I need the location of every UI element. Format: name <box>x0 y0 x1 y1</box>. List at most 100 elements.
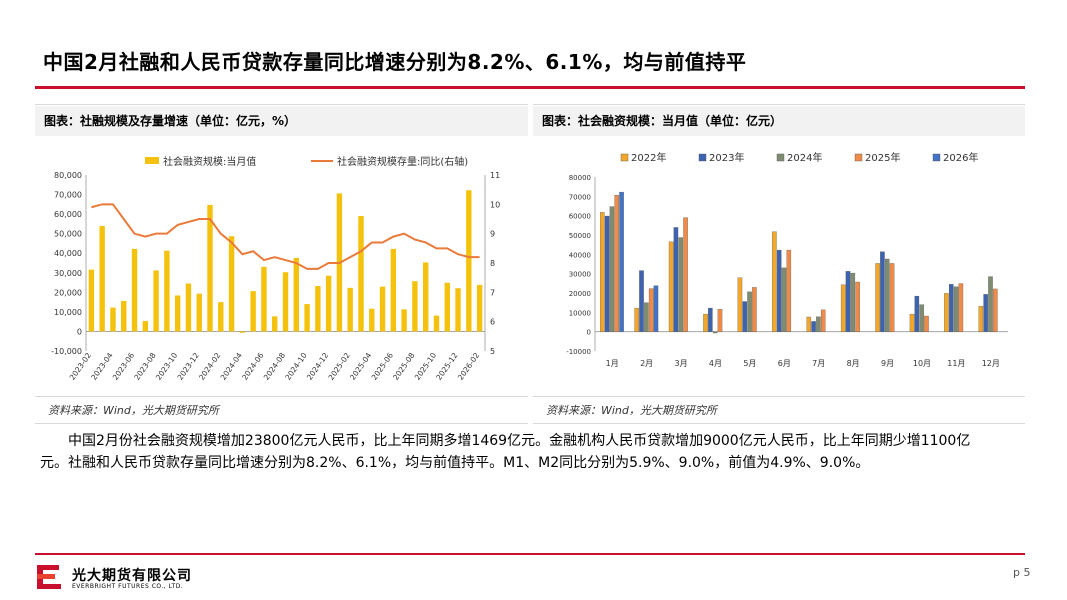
bar-1月-2024年 <box>609 206 615 332</box>
bar-2月-2025年 <box>648 288 654 332</box>
bar-10月-2025年 <box>924 315 929 332</box>
bar-11月-2024年 <box>953 286 959 332</box>
bar-8月-2023年 <box>845 271 851 332</box>
left-panel-heading: 图表：社融规模及存量增速（单位：亿元，%） <box>35 106 528 136</box>
x-tick-label: 9月 <box>881 359 894 368</box>
everbright-logo-icon <box>35 563 63 591</box>
x-tick-label: 12月 <box>982 359 1000 368</box>
bar-2023-09 <box>164 250 170 332</box>
legend-swatch-2024年 <box>776 153 785 162</box>
bar-11月-2023年 <box>948 284 954 332</box>
y-tick-label: 10000 <box>569 309 591 317</box>
legend-label-2023年: 2023年 <box>709 151 744 164</box>
summary-line-2: 元。社融和人民币贷款存量同比增速分别为8.2%、6.1%，均与前值持平。M1、M… <box>40 455 870 471</box>
bar-11月-2025年 <box>958 283 964 332</box>
bar-2023-08 <box>153 270 159 332</box>
bar-3月-2024年 <box>678 237 684 332</box>
bar-2023-03 <box>99 226 105 332</box>
bar-4月-2025年 <box>717 309 723 332</box>
bar-1月-2025年 <box>614 195 619 332</box>
bar-1月-2022年 <box>600 212 605 332</box>
legend-swatch-2026年 <box>932 153 941 162</box>
bar-5月-2024年 <box>747 291 752 332</box>
right-y-tick-label: 6 <box>490 318 495 327</box>
bar-10月-2023年 <box>914 295 920 332</box>
bar-2025-06 <box>390 248 397 332</box>
bar-2025-09 <box>422 262 429 332</box>
y-tick-label: 70000 <box>569 193 591 201</box>
right-panel-bottom-rule <box>533 423 1025 424</box>
y-tick-label: 20000 <box>569 290 591 298</box>
bar-7月-2022年 <box>806 316 812 332</box>
summary-paragraph: 中国2月份社会融资规模增加23800亿元人民币，比上年同期多增1469亿元。金融… <box>40 430 1030 474</box>
bar-4月-2024年 <box>712 331 718 334</box>
x-tick-label: 6月 <box>778 359 791 368</box>
summary-line-1: 中国2月份社会融资规模增加23800亿元人民币，比上年同期多增1469亿元。金融… <box>68 433 971 449</box>
company-name-en: EVERBRIGHT FUTURES CO., LTD. <box>72 583 184 590</box>
bar-5月-2022年 <box>737 277 743 332</box>
bar-1月-2026年 <box>619 191 624 332</box>
bar-6月-2024年 <box>781 267 787 332</box>
legend-swatch-2022年 <box>620 153 629 162</box>
bar-2月-2024年 <box>644 302 649 332</box>
right-y-tick-label: 10 <box>490 200 500 209</box>
right-y-tick-label: 5 <box>490 347 495 356</box>
x-tick-label: 11月 <box>947 359 965 368</box>
bar-2024-08 <box>282 272 289 332</box>
bar-2025-07 <box>401 309 407 332</box>
page-number: p 5 <box>1013 566 1031 579</box>
bar-2025-03 <box>358 216 364 332</box>
bar-2024-12 <box>325 275 332 332</box>
page-title: 中国2月社融和人民币贷款存量同比增速分别为8.2%、6.1%，均与前值持平 <box>43 50 747 74</box>
bar-8月-2024年 <box>850 272 856 332</box>
right-panel-top-rule <box>533 104 1025 105</box>
bar-2023-07 <box>142 321 149 332</box>
y-tick-label: 80000 <box>569 174 591 182</box>
left-y-tick-label: 0 <box>77 327 82 336</box>
right-panel-source: 资料来源：Wind，光大期货研究所 <box>546 404 717 417</box>
x-tick-label: 5月 <box>743 359 756 368</box>
bar-2025-11 <box>444 282 450 332</box>
x-tick-label: 4月 <box>709 359 722 368</box>
bar-12月-2025年 <box>993 288 998 332</box>
bar-9月-2022年 <box>875 263 880 332</box>
legend-label-2026年: 2026年 <box>943 151 978 164</box>
bar-2023-06 <box>131 248 138 332</box>
bar-2023-05 <box>121 300 127 332</box>
bar-2025-05 <box>379 286 386 332</box>
company-name-cn: 光大期货有限公司 <box>72 568 192 584</box>
legend-label-2022年: 2022年 <box>631 151 666 164</box>
social-financing-combo-chart: 社会融资规模:当月值 社会融资规模存量:同比(右轴) -10,000 0 10,000 2… <box>51 155 500 382</box>
y-tick-label: 40000 <box>569 251 591 259</box>
bar-12月-2023年 <box>983 294 988 332</box>
bar-2023-12 <box>196 293 202 332</box>
bar-9月-2023年 <box>880 251 885 332</box>
left-panel-source-rule <box>35 396 528 397</box>
x-tick-label: 2026-02 <box>456 351 481 382</box>
bar-1月-2023年 <box>604 215 610 332</box>
bar-2024-02 <box>218 302 224 332</box>
x-tick-label: 8月 <box>847 359 860 368</box>
legend-label-bars: 社会融资规模:当月值 <box>163 155 256 168</box>
left-y-tick-label: 20,000 <box>54 288 82 297</box>
bar-11月-2022年 <box>944 293 949 332</box>
y-tick-label: -10000 <box>566 348 591 356</box>
bar-2024-09 <box>293 257 299 332</box>
legend-swatch-2023年 <box>698 153 707 162</box>
bar-10月-2022年 <box>909 313 915 332</box>
x-tick-label: 10月 <box>913 359 931 368</box>
legend-swatch-bars <box>145 157 159 164</box>
left-y-tick-label: 70,000 <box>54 191 82 200</box>
left-y-tick-label: 40,000 <box>54 249 82 258</box>
monthly-social-financing-bar-chart: 2022年 2023年 2024年 2025年 2026年 -10000 0 10000 200… <box>566 151 1008 368</box>
bar-2023-02 <box>88 269 95 332</box>
bar-2月-2022年 <box>634 307 639 332</box>
bar-2025-08 <box>412 281 418 332</box>
bar-2025-02 <box>347 287 353 332</box>
bar-10月-2024年 <box>919 304 924 332</box>
y-tick-label: 50000 <box>569 232 591 240</box>
bar-2026-01 <box>466 190 472 332</box>
bar-4月-2023年 <box>708 307 713 332</box>
bar-2026-02 <box>476 284 483 332</box>
right-panel-heading: 图表：社会融资规模：当月值（单位：亿元） <box>533 106 1025 136</box>
